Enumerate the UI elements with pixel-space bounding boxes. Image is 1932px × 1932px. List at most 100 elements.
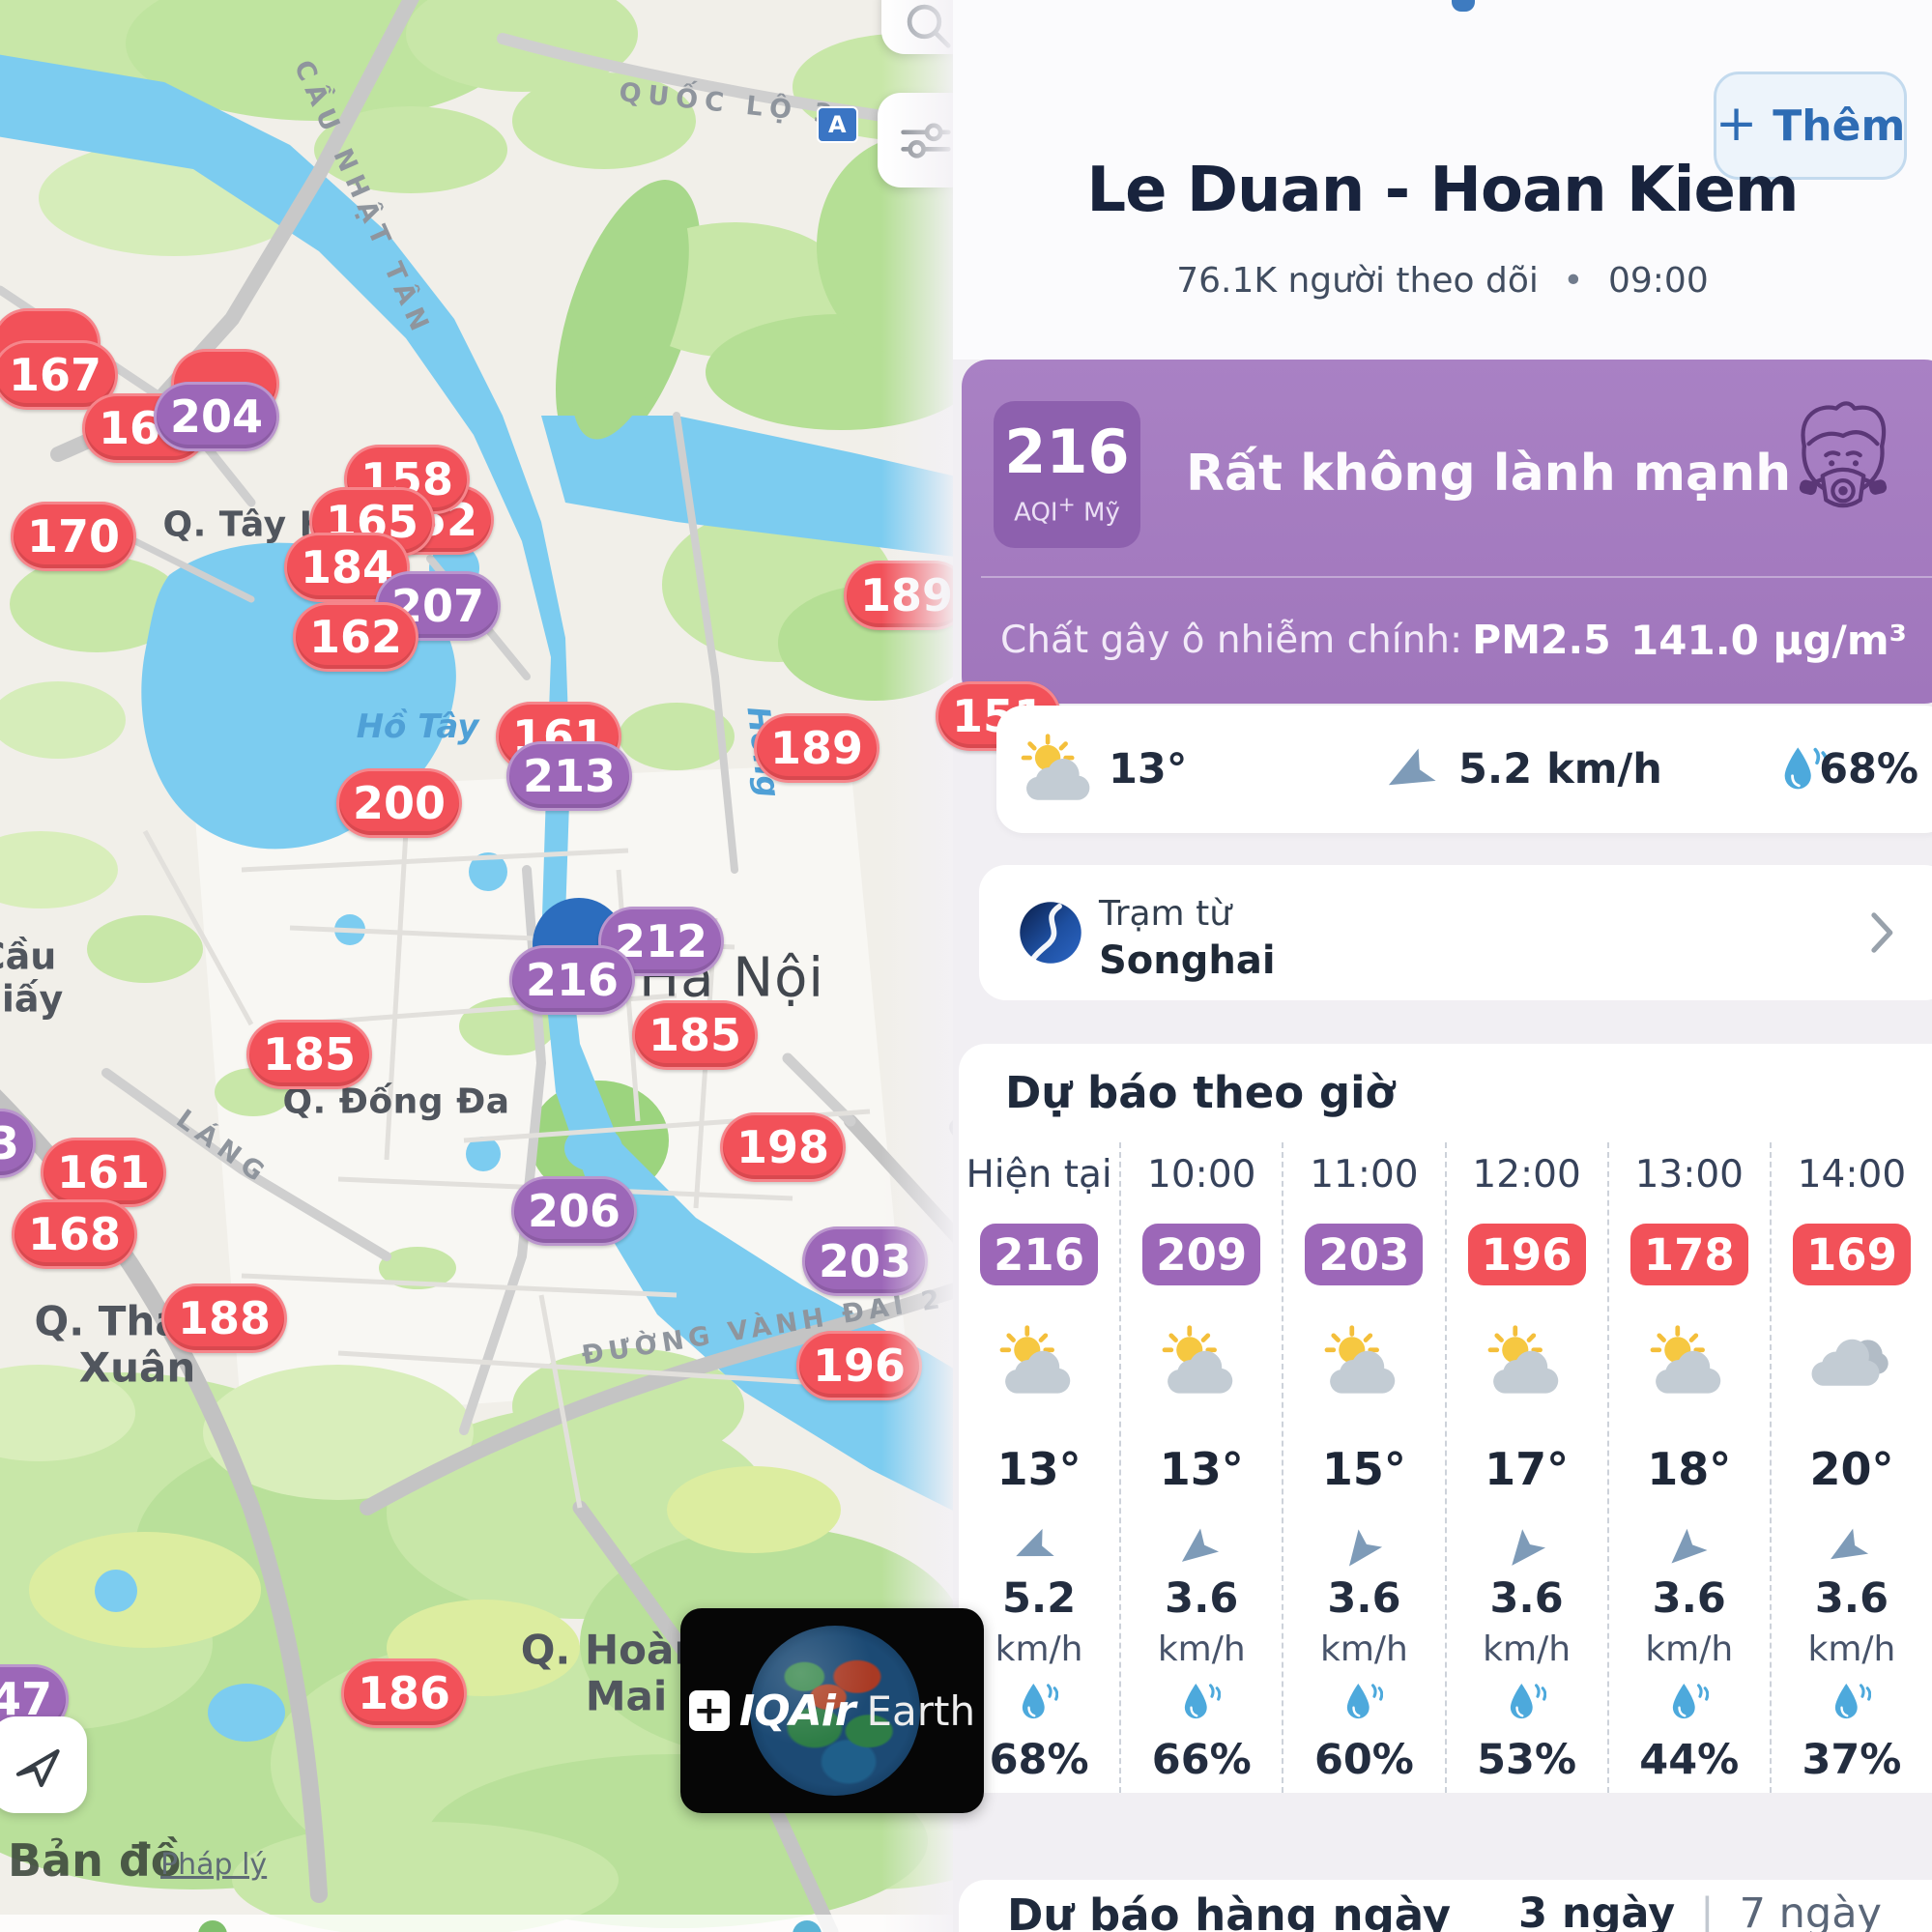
hour-humidity: 53% bbox=[1477, 1736, 1577, 1784]
hourly-forecast-column[interactable]: Hiện tại 216 13° 5.2 km/h 68% bbox=[959, 1142, 1119, 1793]
hour-wind-speed: 3.6 bbox=[1652, 1574, 1726, 1623]
locate-me-button[interactable] bbox=[0, 1716, 87, 1813]
map-aqi-pill[interactable]: 216 bbox=[508, 945, 636, 1015]
hour-temperature: 20° bbox=[1809, 1443, 1894, 1495]
map-aqi-pill[interactable]: 198 bbox=[719, 1112, 847, 1182]
hour-weather-icon bbox=[1321, 1303, 1406, 1421]
hour-wind-unit: km/h bbox=[1157, 1629, 1246, 1669]
hour-wind-icon bbox=[1019, 1517, 1059, 1573]
hourly-forecast-column[interactable]: 11:00 203 15° 3.6 km/h 60% bbox=[1282, 1142, 1444, 1793]
hour-label: 11:00 bbox=[1310, 1152, 1419, 1197]
aqi-scale-label: AQI+ Mỹ bbox=[1014, 493, 1120, 528]
hour-weather-icon bbox=[1159, 1303, 1244, 1421]
add-station-button[interactable]: + Thêm bbox=[1714, 72, 1907, 180]
hour-wind-unit: km/h bbox=[1807, 1629, 1896, 1669]
hour-label: 12:00 bbox=[1472, 1152, 1581, 1197]
pollutant-name: PM2.5 bbox=[1472, 617, 1611, 663]
aqi-status-text: Rất không lành mạnh bbox=[1186, 445, 1792, 503]
card-divider bbox=[981, 576, 1932, 578]
hour-humidity: 44% bbox=[1639, 1736, 1740, 1784]
hour-wind-unit: km/h bbox=[1645, 1629, 1734, 1669]
weather-icon bbox=[1018, 706, 1101, 833]
hourly-forecast-column[interactable]: 12:00 196 17° 3.6 km/h 53% bbox=[1444, 1142, 1607, 1793]
hour-wind-icon bbox=[1507, 1517, 1547, 1573]
hour-wind-unit: km/h bbox=[995, 1629, 1083, 1669]
update-time: 09:00 bbox=[1607, 261, 1709, 301]
station-subtitle: 76.1K người theo dõi • 09:00 bbox=[1176, 261, 1709, 301]
iqair-logo-icon: + bbox=[688, 1690, 730, 1731]
map-aqi-pill[interactable]: 204 bbox=[153, 382, 280, 451]
hour-wind-unit: km/h bbox=[1483, 1629, 1572, 1669]
hourly-forecast-column[interactable]: 13:00 178 18° 3.6 km/h 44% bbox=[1606, 1142, 1770, 1793]
tab-7-days[interactable]: 7 ngày bbox=[1739, 1889, 1882, 1932]
station-source-row[interactable]: Trạm từ Songhai bbox=[979, 865, 1932, 1000]
hour-weather-icon bbox=[996, 1303, 1081, 1421]
hour-label: 13:00 bbox=[1634, 1152, 1744, 1197]
hour-temperature: 18° bbox=[1647, 1443, 1732, 1495]
hourly-forecast-table[interactable]: Hiện tại 216 13° 5.2 km/h 68% 10:00 209 13° 3.6 km… bbox=[959, 1142, 1932, 1793]
hour-aqi-pill: 203 bbox=[1305, 1224, 1424, 1285]
hourly-forecast-column[interactable]: 14:00 169 20° 3.6 km/h 37% bbox=[1769, 1142, 1932, 1793]
aqi-legend-strip bbox=[0, 1915, 955, 1932]
current-weather-card: 13° 5.2 km/h 68% bbox=[996, 706, 1932, 833]
iqair-earth-banner[interactable]: + IQAir Earth bbox=[680, 1608, 984, 1813]
plus-icon: + bbox=[1715, 95, 1758, 153]
map-aqi-pill[interactable]: 162 bbox=[292, 602, 419, 672]
label-district-cau-giay: CầuGiấy bbox=[0, 935, 64, 1020]
hour-wind-icon bbox=[1181, 1517, 1222, 1573]
hour-humidity: 37% bbox=[1802, 1736, 1902, 1784]
hour-wind-icon bbox=[1343, 1517, 1384, 1573]
map-aqi-pill[interactable]: 200 bbox=[335, 768, 463, 838]
chevron-right-icon bbox=[1870, 911, 1895, 954]
map-aqi-pill[interactable]: 189 bbox=[753, 713, 880, 783]
hour-humidity-icon bbox=[1508, 1674, 1546, 1730]
map-aqi-pill[interactable]: 170 bbox=[10, 502, 137, 571]
earth-globe-image bbox=[750, 1626, 920, 1796]
wind-direction-icon bbox=[1391, 706, 1441, 833]
pollutant-concentration: 141.0 µg/m³ bbox=[1630, 616, 1907, 664]
map-aqi-pill-hidden: 151 bbox=[935, 681, 1062, 751]
hour-label: Hiện tại bbox=[966, 1152, 1112, 1197]
legend-dot-blue bbox=[793, 1920, 822, 1932]
iqair-earth-label: Earth bbox=[866, 1687, 976, 1735]
hour-wind-icon bbox=[1831, 1517, 1872, 1573]
map-aqi-pill[interactable]: 185 bbox=[245, 1020, 373, 1089]
map-aqi-pill[interactable]: 161 bbox=[40, 1138, 167, 1207]
map-aqi-pill[interactable]: 206 bbox=[510, 1176, 638, 1246]
legal-link[interactable]: Pháp lý bbox=[160, 1848, 268, 1882]
aqi-summary-card[interactable]: 216 AQI+ Mỹ Rất không lành mạnh Chất gây… bbox=[962, 360, 1932, 704]
hour-humidity: 66% bbox=[1151, 1736, 1252, 1784]
daily-forecast-card: Dự báo hàng ngày 3 ngày | 7 ngày bbox=[959, 1880, 1932, 1932]
station-source-name: Songhai bbox=[1099, 938, 1276, 983]
respirator-mask-icon bbox=[1785, 398, 1901, 524]
hour-aqi-pill: 178 bbox=[1629, 1224, 1748, 1285]
map-aqi-pill[interactable]: 213 bbox=[505, 741, 633, 811]
hour-wind-speed: 3.6 bbox=[1814, 1574, 1889, 1623]
hour-humidity: 68% bbox=[989, 1736, 1089, 1784]
navigation-arrow-icon bbox=[12, 1738, 66, 1792]
hour-wind-speed: 3.6 bbox=[1165, 1574, 1239, 1623]
hour-wind-unit: km/h bbox=[1319, 1629, 1408, 1669]
hour-humidity-icon bbox=[1832, 1674, 1871, 1730]
hour-temperature: 15° bbox=[1321, 1443, 1406, 1495]
map-aqi-pill[interactable]: 185 bbox=[631, 1000, 759, 1070]
hour-humidity: 60% bbox=[1313, 1736, 1414, 1784]
hour-humidity-icon bbox=[1670, 1674, 1709, 1730]
map-aqi-pill[interactable]: 212 bbox=[597, 907, 725, 976]
hour-temperature: 13° bbox=[1159, 1443, 1244, 1495]
map-aqi-pill[interactable]: 188 bbox=[160, 1283, 288, 1353]
hour-wind-icon bbox=[1669, 1517, 1710, 1573]
hour-humidity-icon bbox=[1020, 1674, 1058, 1730]
hourly-forecast-column[interactable]: 10:00 209 13° 3.6 km/h 66% bbox=[1119, 1142, 1282, 1793]
current-temperature: 13° bbox=[1109, 745, 1188, 793]
map-aqi-pill[interactable]: 168 bbox=[11, 1199, 138, 1269]
tab-3-days[interactable]: 3 ngày bbox=[1518, 1889, 1676, 1932]
daily-forecast-heading: Dự báo hàng ngày bbox=[1007, 1889, 1452, 1932]
station-source-label: Trạm từ bbox=[1099, 894, 1232, 934]
hour-aqi-pill: 209 bbox=[1142, 1224, 1261, 1285]
hour-aqi-pill: 196 bbox=[1467, 1224, 1586, 1285]
map-aqi-pill[interactable]: 186 bbox=[340, 1658, 468, 1728]
hour-weather-icon bbox=[1647, 1303, 1732, 1421]
hour-weather-icon bbox=[1809, 1303, 1894, 1421]
